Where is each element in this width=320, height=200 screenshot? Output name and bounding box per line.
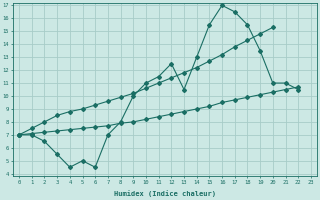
X-axis label: Humidex (Indice chaleur): Humidex (Indice chaleur) bbox=[114, 190, 216, 197]
